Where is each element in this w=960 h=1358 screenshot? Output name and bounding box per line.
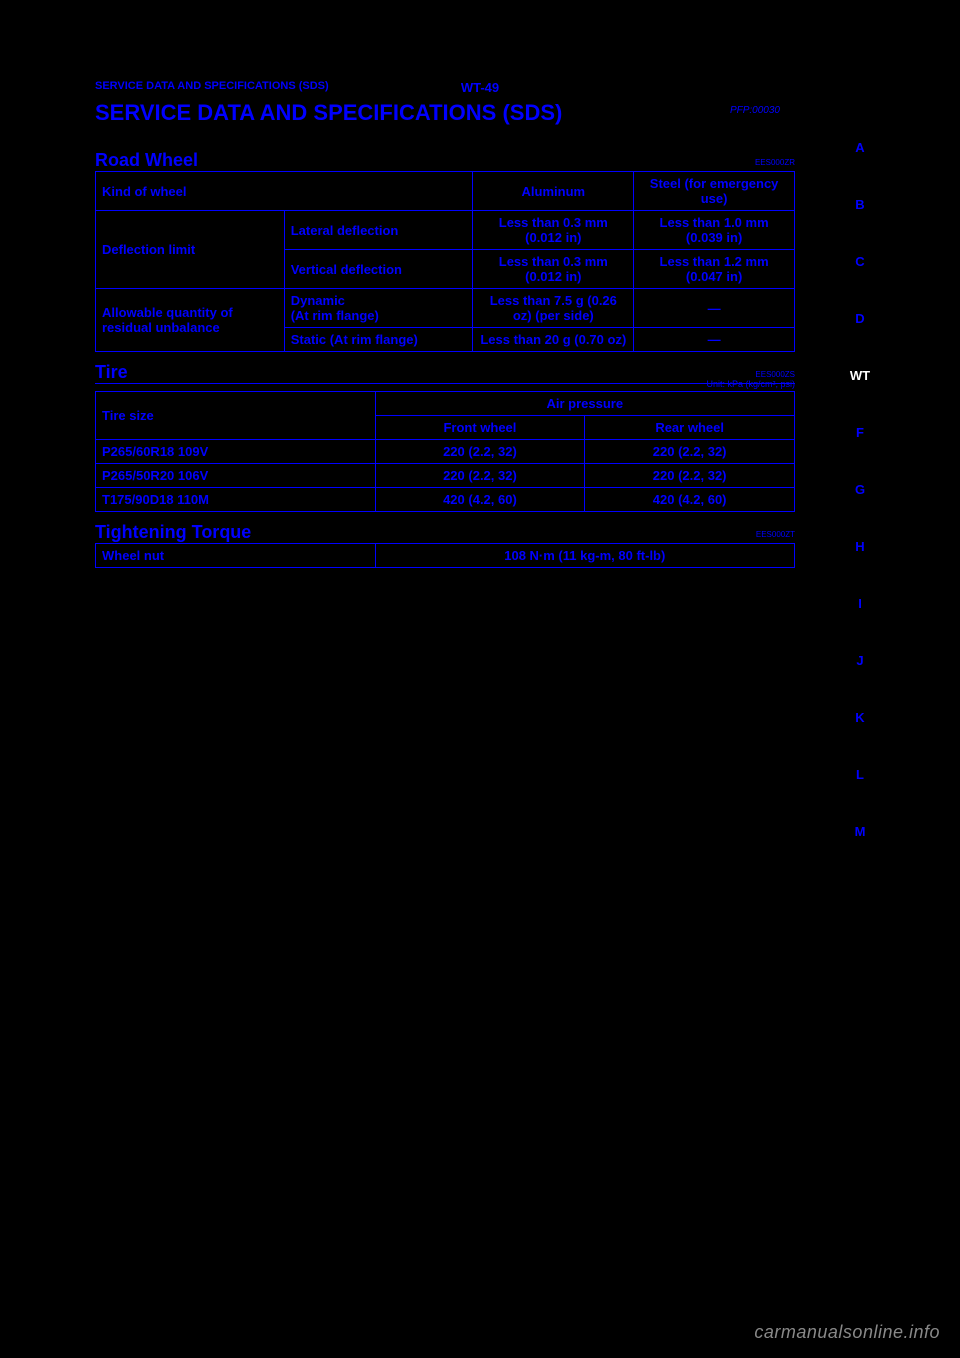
cell-tire-row1-size: P265/50R20 106V — [96, 464, 376, 488]
side-nav-b[interactable]: B — [845, 197, 875, 212]
cell-tire-size-header: Tire size — [96, 392, 376, 440]
cell-tire-row2-size: T175/90D18 110M — [96, 488, 376, 512]
cell-tire-row0-front: 220 (2.2, 32) — [375, 440, 585, 464]
cell-dynamic-col2: — — [634, 289, 795, 328]
cell-tire-row0-size: P265/60R18 109V — [96, 440, 376, 464]
cell-rear-header: Rear wheel — [585, 416, 795, 440]
cell-static-col1: Less than 20 g (0.70 oz) — [473, 328, 634, 352]
side-nav-i[interactable]: I — [845, 596, 875, 611]
cell-vertical-col1: Less than 0.3 mm (0.012 in) — [473, 250, 634, 289]
table-row: Allowable quantity of residual unbalance… — [96, 289, 795, 328]
cell-tire-row2-front: 420 (4.2, 60) — [375, 488, 585, 512]
side-nav-f[interactable]: F — [845, 425, 875, 440]
header-sds-id: SERVICE DATA AND SPECIFICATIONS (SDS) — [95, 80, 329, 92]
cell-static-col2: — — [634, 328, 795, 352]
torque-table: Wheel nut 108 N·m (11 kg-m, 80 ft-lb) — [95, 543, 795, 568]
side-nav-h[interactable]: H — [845, 539, 875, 554]
side-nav-g[interactable]: G — [845, 482, 875, 497]
tire-unit-label: Unit: kPa (kg/cm², psi) — [95, 379, 795, 389]
doc-code-tire: EES000ZS — [95, 370, 795, 379]
side-nav-l[interactable]: L — [845, 767, 875, 782]
cell-kind-label: Kind of wheel — [96, 172, 473, 211]
page-number: WT-49 — [461, 80, 499, 95]
side-nav-k[interactable]: K — [845, 710, 875, 725]
table-row: P265/50R20 106V 220 (2.2, 32) 220 (2.2, … — [96, 464, 795, 488]
side-nav-wt[interactable]: WT — [845, 368, 875, 383]
cell-static-label: Static (At rim flange) — [284, 328, 473, 352]
table-row: Wheel nut 108 N·m (11 kg-m, 80 ft-lb) — [96, 544, 795, 568]
cell-dynamic-label: Dynamic (At rim flange) — [284, 289, 473, 328]
cell-tire-row2-rear: 420 (4.2, 60) — [585, 488, 795, 512]
watermark: carmanualsonline.info — [754, 1322, 940, 1343]
page-title: SERVICE DATA AND SPECIFICATIONS (SDS) — [95, 100, 562, 126]
road-wheel-table: Kind of wheel Aluminum Steel (for emerge… — [95, 171, 795, 352]
tire-table: Tire size Air pressure Front wheel Rear … — [95, 391, 795, 512]
side-nav-c[interactable]: C — [845, 254, 875, 269]
cell-deflection-label: Deflection limit — [96, 211, 285, 289]
cell-lateral-col1: Less than 0.3 mm (0.012 in) — [473, 211, 634, 250]
cell-tire-row0-rear: 220 (2.2, 32) — [585, 440, 795, 464]
cell-lateral-label: Lateral deflection — [284, 211, 473, 250]
table-row: Kind of wheel Aluminum Steel (for emerge… — [96, 172, 795, 211]
cell-front-header: Front wheel — [375, 416, 585, 440]
table-row: Tire size Air pressure — [96, 392, 795, 416]
side-nav-a[interactable]: A — [845, 140, 875, 155]
table-row: P265/60R18 109V 220 (2.2, 32) 220 (2.2, … — [96, 440, 795, 464]
cell-dynamic-col1: Less than 7.5 g (0.26 oz) (per side) — [473, 289, 634, 328]
cell-tire-row1-front: 220 (2.2, 32) — [375, 464, 585, 488]
table-row: Deflection limit Lateral deflection Less… — [96, 211, 795, 250]
cell-unbalance-label: Allowable quantity of residual unbalance — [96, 289, 285, 352]
cell-wheel-nut-label: Wheel nut — [96, 544, 376, 568]
cell-wheel-nut-value: 108 N·m (11 kg-m, 80 ft-lb) — [375, 544, 794, 568]
doc-code-road-wheel: EES000ZR — [95, 158, 795, 167]
side-nav-d[interactable]: D — [845, 311, 875, 326]
pfp-code: PFP:00030 — [730, 105, 780, 116]
cell-tire-row1-rear: 220 (2.2, 32) — [585, 464, 795, 488]
table-row: T175/90D18 110M 420 (4.2, 60) 420 (4.2, … — [96, 488, 795, 512]
side-nav-m[interactable]: M — [845, 824, 875, 839]
side-nav: A B C D WT F G H I J K L M — [845, 140, 875, 881]
cell-kind-aluminum: Aluminum — [473, 172, 634, 211]
content-area: Road Wheel EES000ZR Kind of wheel Alumin… — [95, 150, 795, 568]
side-nav-j[interactable]: J — [845, 653, 875, 668]
cell-air-pressure-header: Air pressure — [375, 392, 794, 416]
cell-lateral-col2: Less than 1.0 mm (0.039 in) — [634, 211, 795, 250]
cell-vertical-col2: Less than 1.2 mm (0.047 in) — [634, 250, 795, 289]
cell-kind-steel: Steel (for emergency use) — [634, 172, 795, 211]
cell-vertical-label: Vertical deflection — [284, 250, 473, 289]
